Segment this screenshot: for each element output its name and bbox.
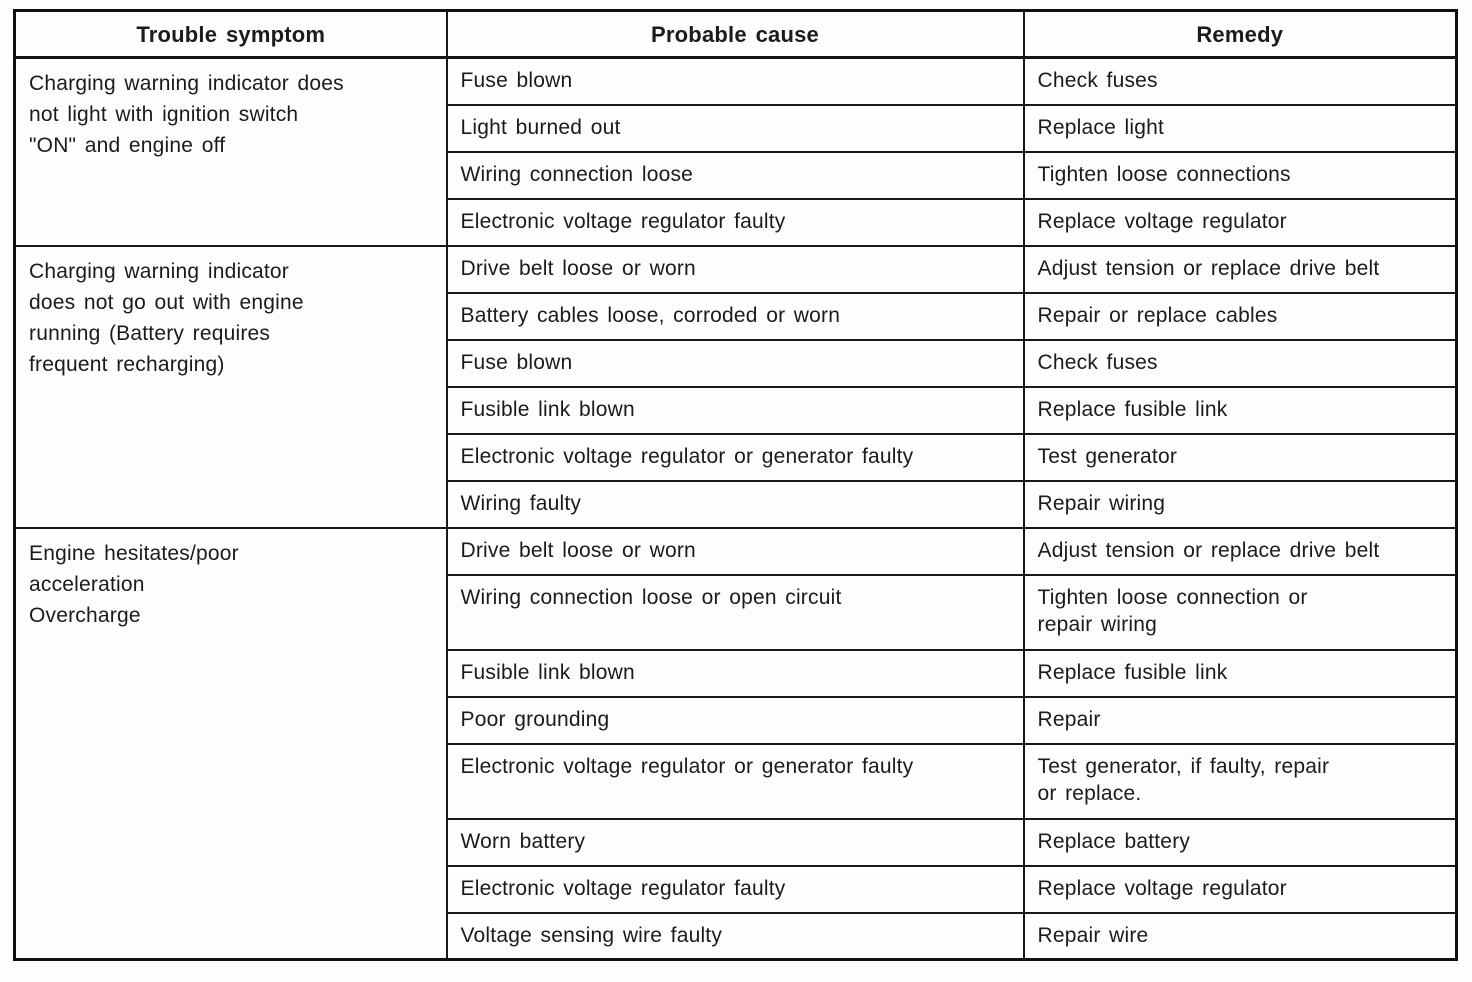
symptom-cell: Charging warning indicator does not go o…: [13, 244, 448, 529]
cause-cell: Light burned out: [445, 103, 1025, 153]
remedy-cell: Test generator, if faulty, repair or rep…: [1022, 742, 1458, 820]
remedy-cell: Check fuses: [1022, 56, 1458, 106]
cause-cell: Fusible link blown: [445, 648, 1025, 698]
cause-cell: Electronic voltage regulator faulty: [445, 864, 1025, 914]
remedy-cell: Adjust tension or replace drive belt: [1022, 526, 1458, 576]
table-row: Electronic voltage regulator faulty Repl…: [15, 197, 1458, 247]
remedy-cell: Repair wiring: [1022, 479, 1458, 529]
remedy-cell: Tighten loose connections: [1022, 150, 1458, 200]
cause-cell: Fusible link blown: [445, 385, 1025, 435]
remedy-cell: Repair: [1022, 695, 1458, 745]
remedy-cell: Replace fusible link: [1022, 648, 1458, 698]
table-row: Poor grounding Repair: [15, 695, 1458, 745]
cause-cell: Electronic voltage regulator faulty: [445, 197, 1025, 247]
column-header-trouble-symptom: Trouble symptom: [13, 9, 448, 59]
table-row: Electronic voltage regulator or generato…: [15, 432, 1458, 482]
table-row: Battery cables loose, corroded or worn R…: [15, 291, 1458, 341]
remedy-cell: Repair or replace cables: [1022, 291, 1458, 341]
cause-cell: Wiring faulty: [445, 479, 1025, 529]
table-row: Worn battery Replace battery: [15, 817, 1458, 867]
table-row: Wiring faulty Repair wiring: [15, 479, 1458, 529]
table-row: Wiring connection loose or open circuit …: [15, 573, 1458, 651]
cause-cell: Drive belt loose or worn: [445, 244, 1025, 294]
table-row: Fusible link blown Replace fusible link: [15, 648, 1458, 698]
table-row: Engine hesitates/poor acceleration Overc…: [13, 526, 1458, 961]
table-header-row: Trouble symptom Probable cause Remedy: [13, 9, 1458, 59]
column-header-remedy: Remedy: [1022, 9, 1458, 59]
cause-cell: Battery cables loose, corroded or worn: [445, 291, 1025, 341]
cause-cell: Poor grounding: [445, 695, 1025, 745]
table-row: Fuse blown Check fuses: [15, 338, 1458, 388]
table-row: Wiring connection loose Tighten loose co…: [15, 150, 1458, 200]
cause-cell: Wiring connection loose: [445, 150, 1025, 200]
remedy-cell: Replace battery: [1022, 817, 1458, 867]
remedy-cell: Check fuses: [1022, 338, 1458, 388]
cause-cell: Electronic voltage regulator or generato…: [445, 742, 1025, 820]
cause-cell: Electronic voltage regulator or generato…: [445, 432, 1025, 482]
table-row: Light burned out Replace light: [15, 103, 1458, 153]
remedy-cell: Adjust tension or replace drive belt: [1022, 244, 1458, 294]
remedy-cell: Replace light: [1022, 103, 1458, 153]
symptom-cell: Charging warning indicator does not ligh…: [13, 56, 448, 247]
cause-cell: Drive belt loose or worn: [445, 526, 1025, 576]
troubleshooting-table: Trouble symptom Probable cause Remedy Ch…: [13, 9, 1458, 961]
table-row: Charging warning indicator does not ligh…: [13, 56, 1458, 247]
remedy-cell: Replace voltage regulator: [1022, 197, 1458, 247]
remedy-cell: Tighten loose connection or repair wirin…: [1022, 573, 1458, 651]
table-row: Charging warning indicator does not go o…: [13, 244, 1458, 529]
remedy-cell: Replace fusible link: [1022, 385, 1458, 435]
cause-cell: Voltage sensing wire faulty: [445, 911, 1025, 961]
symptom-cell: Engine hesitates/poor acceleration Overc…: [13, 526, 448, 961]
cause-cell: Fuse blown: [445, 56, 1025, 106]
table-row: Electronic voltage regulator or generato…: [15, 742, 1458, 820]
table-row: Electronic voltage regulator faulty Repl…: [15, 864, 1458, 914]
cause-cell: Wiring connection loose or open circuit: [445, 573, 1025, 651]
cause-cell: Worn battery: [445, 817, 1025, 867]
remedy-cell: Replace voltage regulator: [1022, 864, 1458, 914]
cause-cell: Fuse blown: [445, 338, 1025, 388]
table-row: Voltage sensing wire faulty Repair wire: [15, 911, 1458, 961]
remedy-cell: Repair wire: [1022, 911, 1458, 961]
table-row: Fusible link blown Replace fusible link: [15, 385, 1458, 435]
remedy-cell: Test generator: [1022, 432, 1458, 482]
column-header-probable-cause: Probable cause: [445, 9, 1025, 59]
